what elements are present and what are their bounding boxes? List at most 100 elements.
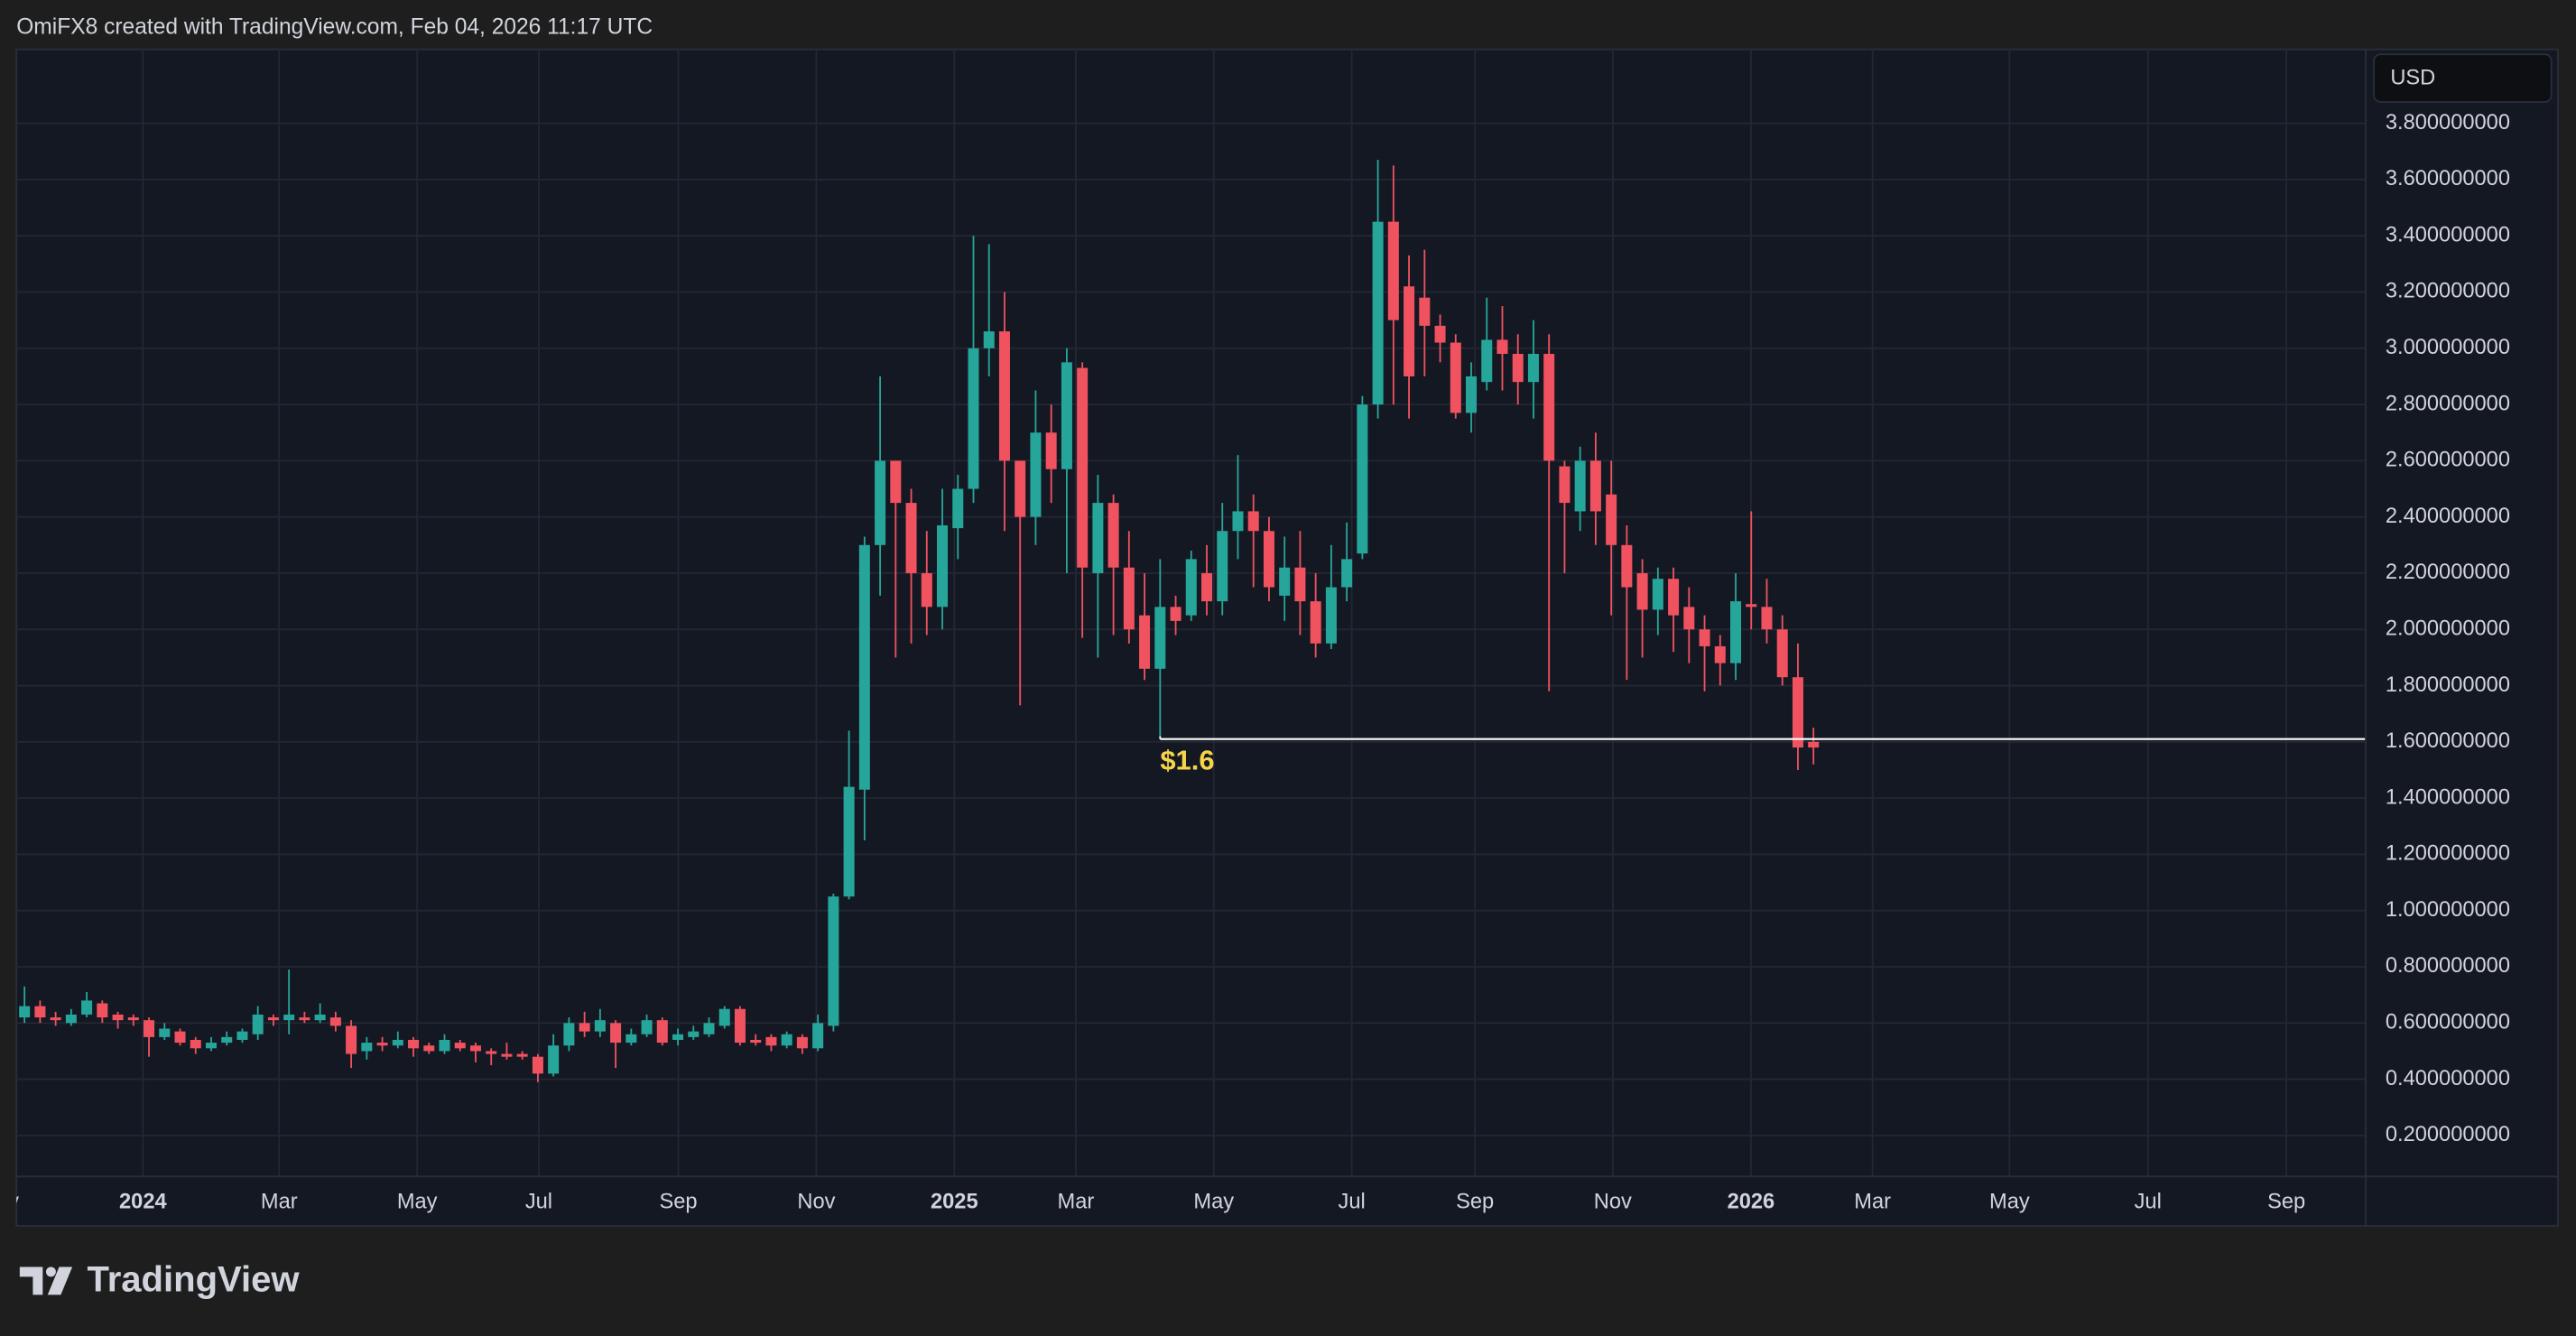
candle-body xyxy=(1247,511,1259,532)
logo-mark xyxy=(47,1266,73,1295)
candle-body xyxy=(283,1014,295,1021)
candle-body xyxy=(1139,615,1151,669)
candle-body xyxy=(968,348,979,489)
currency-box[interactable] xyxy=(2373,53,2553,103)
candle-body xyxy=(221,1036,233,1044)
candle-body xyxy=(828,896,839,1026)
candle-body xyxy=(548,1045,560,1074)
y-tick-label: 2.400000000 xyxy=(2386,505,2510,528)
candle-body xyxy=(1606,494,1617,545)
candle-body xyxy=(594,1020,606,1032)
candle-body xyxy=(1154,607,1166,669)
candle-body xyxy=(1699,629,1710,646)
y-tick-label: 1.400000000 xyxy=(2386,785,2510,809)
candle-body xyxy=(1279,567,1291,596)
candle-body xyxy=(1589,460,1601,512)
support-label: $1.6 xyxy=(1160,744,1214,775)
y-tick-label: 0.400000000 xyxy=(2386,1067,2510,1090)
candle-body xyxy=(718,1008,730,1026)
tradingview-logo: TradingView xyxy=(19,1259,300,1299)
candle-body xyxy=(1077,367,1089,568)
candle-body xyxy=(1559,466,1571,504)
candle-body xyxy=(236,1031,248,1040)
plot-area: $1.6 xyxy=(19,160,2367,1082)
candle-body xyxy=(1466,376,1478,413)
y-tick-label: 1.000000000 xyxy=(2386,898,2510,922)
candle-body xyxy=(252,1014,264,1034)
y-tick-label: 2.600000000 xyxy=(2386,449,2510,472)
y-tick-label: 0.600000000 xyxy=(2386,1011,2510,1034)
candle-body xyxy=(392,1039,403,1046)
candle-body xyxy=(1746,604,1757,608)
candle-body xyxy=(1714,645,1726,663)
candle-body xyxy=(19,1006,31,1018)
candle-body xyxy=(1185,559,1197,616)
candle-body xyxy=(1621,544,1633,588)
x-tick-label: May xyxy=(1193,1191,1234,1214)
candle-body xyxy=(329,1017,341,1026)
candle-body xyxy=(1294,567,1306,602)
candle-body xyxy=(1045,432,1057,469)
candle-body xyxy=(50,1017,61,1021)
candle-body xyxy=(423,1045,435,1052)
candle-body xyxy=(1808,741,1820,748)
x-tick-label: Sep xyxy=(2267,1191,2305,1214)
candle-body xyxy=(1404,286,1415,376)
y-tick-label: 1.200000000 xyxy=(2386,842,2510,866)
time-axis: Nov 2024 Mar May Jul Sep Nov 2025 Mar May Jul Sep No… xyxy=(0,1191,2305,1214)
x-tick-label: 2024 xyxy=(119,1191,167,1214)
candle-body xyxy=(937,525,949,608)
candle-body xyxy=(1668,579,1680,616)
candle-body xyxy=(1263,531,1274,588)
currency-label[interactable]: USD xyxy=(2390,67,2435,90)
candle-body xyxy=(1512,354,1524,383)
x-tick-label: 2026 xyxy=(1728,1191,1775,1214)
candle-body xyxy=(1232,511,1244,532)
candle-body xyxy=(1357,404,1368,554)
candle-body xyxy=(501,1053,513,1057)
x-tick-label: Sep xyxy=(660,1191,698,1214)
x-tick-label: Sep xyxy=(1456,1191,1494,1214)
candle-body xyxy=(781,1034,792,1046)
y-tick-label: 1.600000000 xyxy=(2386,729,2510,753)
candle-body xyxy=(921,572,932,608)
candle-body xyxy=(998,331,1010,461)
candle-body xyxy=(469,1045,481,1052)
attribution: OmiFX8 created with TradingView.com, Feb… xyxy=(16,15,653,40)
x-tick-label: Mar xyxy=(261,1191,298,1214)
candle-body xyxy=(610,1023,622,1044)
logo-mark xyxy=(45,1266,56,1277)
candle-body xyxy=(750,1039,762,1044)
x-tick-label: 2025 xyxy=(931,1191,978,1214)
candle-body xyxy=(843,786,855,897)
candle-body xyxy=(65,1014,77,1024)
candle-body xyxy=(376,1043,388,1046)
candle-body xyxy=(127,1017,139,1021)
candle-body xyxy=(112,1014,124,1021)
x-tick-label: Mar xyxy=(1854,1191,1891,1214)
candle-body xyxy=(983,331,995,348)
candle-body xyxy=(267,1017,279,1021)
candle-body xyxy=(858,544,870,790)
x-tick-label: Nov xyxy=(0,1191,19,1214)
logo-text: TradingView xyxy=(87,1259,300,1299)
candle-body xyxy=(796,1036,808,1049)
candle-body xyxy=(516,1053,528,1057)
candle-body xyxy=(346,1025,357,1054)
candle-body xyxy=(439,1039,450,1052)
candle-body xyxy=(905,503,917,573)
candle-body xyxy=(1636,572,1648,610)
candle-body xyxy=(1419,297,1431,326)
candle-body xyxy=(1450,342,1461,413)
candle-body xyxy=(579,1023,590,1032)
candle-body xyxy=(1123,567,1135,630)
candle-body xyxy=(1652,579,1663,610)
candle-body xyxy=(1776,629,1788,678)
candle-body xyxy=(641,1020,653,1034)
candle-body xyxy=(299,1017,310,1021)
candle-body xyxy=(81,1000,93,1015)
x-tick-label: May xyxy=(397,1191,438,1214)
candle-body xyxy=(952,488,964,529)
